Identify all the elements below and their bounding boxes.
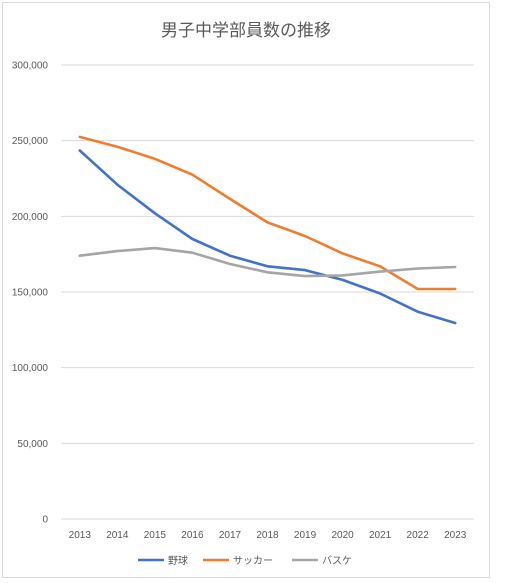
legend-label: 野球 <box>168 554 188 567</box>
chart-frame <box>2 2 490 578</box>
x-tick-label: 2014 <box>106 530 129 541</box>
x-axis-tick-labels: 2013 2014 2015 2016 2017 2018 2019 2020 2021 2022… <box>69 530 467 541</box>
legend: 野球 サッカー バスケ <box>138 554 352 567</box>
gridlines <box>61 64 474 520</box>
x-tick-label: 2015 <box>144 530 167 541</box>
x-tick-label: 2018 <box>256 530 279 541</box>
series-line-1 <box>78 135 457 291</box>
y-tick-label: 50,000 <box>17 439 48 450</box>
series-lines <box>78 135 457 325</box>
x-tick-label: 2019 <box>294 530 317 541</box>
x-tick-label: 2023 <box>444 530 467 541</box>
y-tick-label: 200,000 <box>12 212 49 223</box>
x-tick-label: 2022 <box>407 530 430 541</box>
y-tick-label: 100,000 <box>12 363 49 374</box>
legend-label: バスケ <box>322 555 352 567</box>
series-line-2 <box>78 246 457 278</box>
legend-label: サッカー <box>233 555 273 567</box>
x-tick-label: 2016 <box>181 530 204 541</box>
x-tick-label: 2021 <box>369 530 392 541</box>
x-tick-label: 2020 <box>331 530 354 541</box>
y-tick-label: 150,000 <box>12 288 49 299</box>
x-tick-label: 2013 <box>69 530 92 541</box>
chart-title: 男子中学部員数の推移 <box>161 21 331 41</box>
y-tick-label: 250,000 <box>12 136 49 147</box>
x-tick-label: 2017 <box>219 530 242 541</box>
y-tick-label: 0 <box>42 515 48 526</box>
y-axis-tick-labels: 0 50,000 100,000 150,000 200,000 250,000 300,0… <box>12 61 49 526</box>
y-tick-label: 300,000 <box>12 61 49 72</box>
series-line-0 <box>78 149 457 325</box>
